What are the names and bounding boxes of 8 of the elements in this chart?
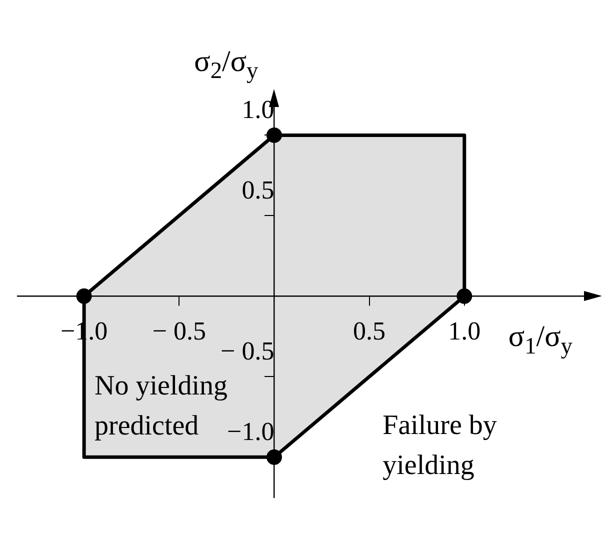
x-tick-label: 1.0 <box>448 316 481 346</box>
y-tick-label: 0.5 <box>242 176 274 205</box>
x-tick-label: − 0.5 <box>152 316 206 346</box>
y-tick-label: −1.0 <box>227 416 274 446</box>
y-tick-label: − 0.5 <box>220 336 274 366</box>
x-tick-label: 0.5 <box>353 316 386 346</box>
annotation: No yielding predicted <box>94 370 228 442</box>
annotation: Failure by yielding <box>382 410 497 481</box>
